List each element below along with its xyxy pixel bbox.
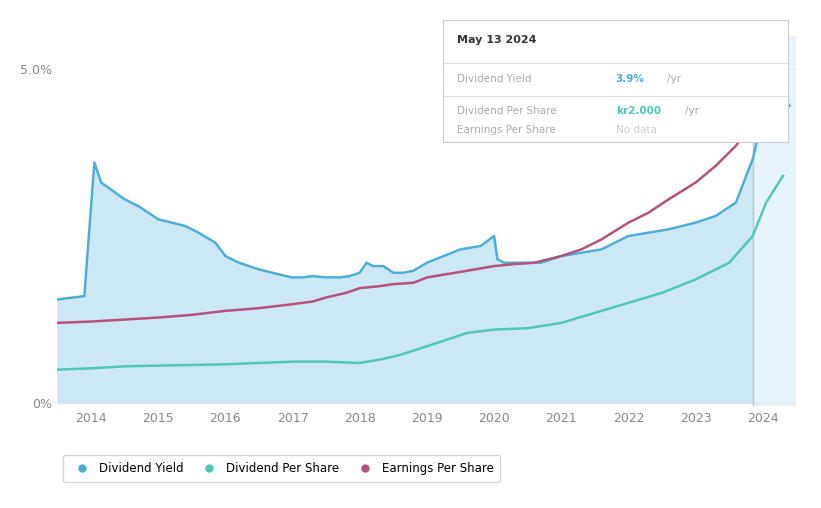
Text: Earnings Per Share: Earnings Per Share [457,125,556,135]
Text: Dividend Per Share: Dividend Per Share [457,106,557,115]
Text: Dividend Yield: Dividend Yield [457,74,532,84]
Legend: Dividend Yield, Dividend Per Share, Earnings Per Share: Dividend Yield, Dividend Per Share, Earn… [63,455,501,482]
Text: /yr: /yr [667,74,681,84]
Text: May 13 2024: May 13 2024 [457,35,537,45]
Text: kr2.000: kr2.000 [616,106,661,115]
Bar [753,36,796,406]
Text: Past: Past [755,91,777,101]
Text: 3.9%: 3.9% [616,74,644,84]
Text: /yr: /yr [685,106,699,115]
Text: No data: No data [616,125,657,135]
